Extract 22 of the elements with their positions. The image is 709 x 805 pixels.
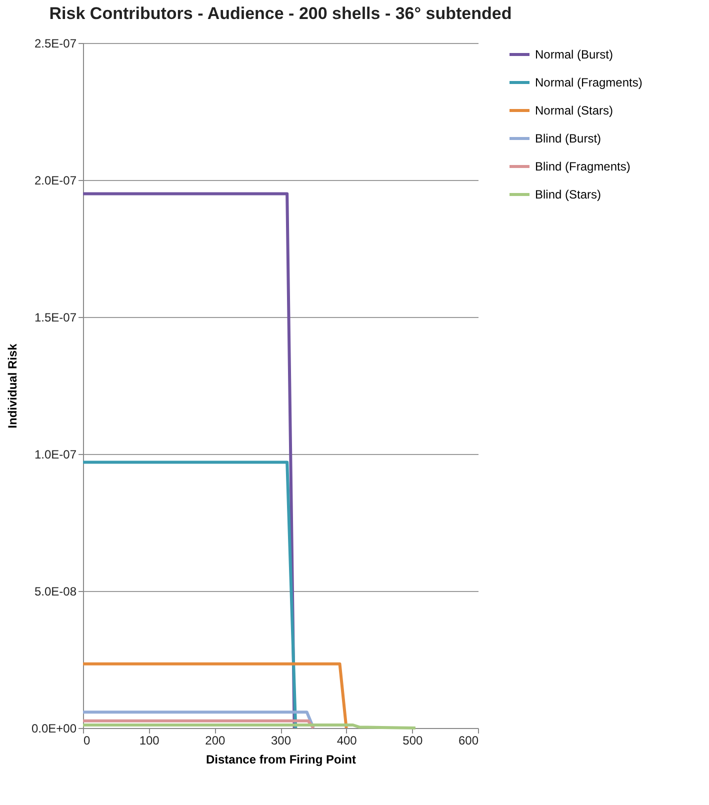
y-tick-label: 1.0E-07 bbox=[34, 448, 77, 462]
x-tick-label: 600 bbox=[458, 734, 479, 748]
y-tick-label: 2.0E-07 bbox=[34, 174, 77, 188]
y-axis-title: Individual Risk bbox=[5, 343, 20, 428]
legend-label: Blind (Stars) bbox=[535, 188, 602, 202]
y-tick-label: 5.0E-08 bbox=[34, 584, 77, 598]
x-axis-title: Distance from Firing Point bbox=[206, 752, 356, 766]
x-tick-label: 500 bbox=[402, 734, 423, 748]
legend-label: Blind (Burst) bbox=[535, 132, 602, 146]
legend-label: Normal (Stars) bbox=[535, 104, 614, 118]
x-tick-label: 200 bbox=[205, 734, 226, 748]
x-tick-label: 300 bbox=[270, 734, 292, 748]
x-tick-label: 400 bbox=[336, 734, 358, 748]
x-tick-label: 0 bbox=[84, 734, 90, 748]
x-tick-label: 100 bbox=[139, 734, 160, 748]
chart-title: Risk Contributors - Audience - 200 shells - 36° subtended bbox=[49, 4, 512, 23]
y-tick-label: 0.0E+00 bbox=[31, 722, 77, 736]
y-tick-label: 1.5E-07 bbox=[34, 310, 77, 324]
legend-label: Normal (Burst) bbox=[535, 48, 614, 62]
y-tick-label: 2.5E-07 bbox=[34, 36, 77, 50]
legend-label: Blind (Fragments) bbox=[535, 160, 630, 174]
legend-label: Normal (Fragments) bbox=[535, 76, 642, 90]
